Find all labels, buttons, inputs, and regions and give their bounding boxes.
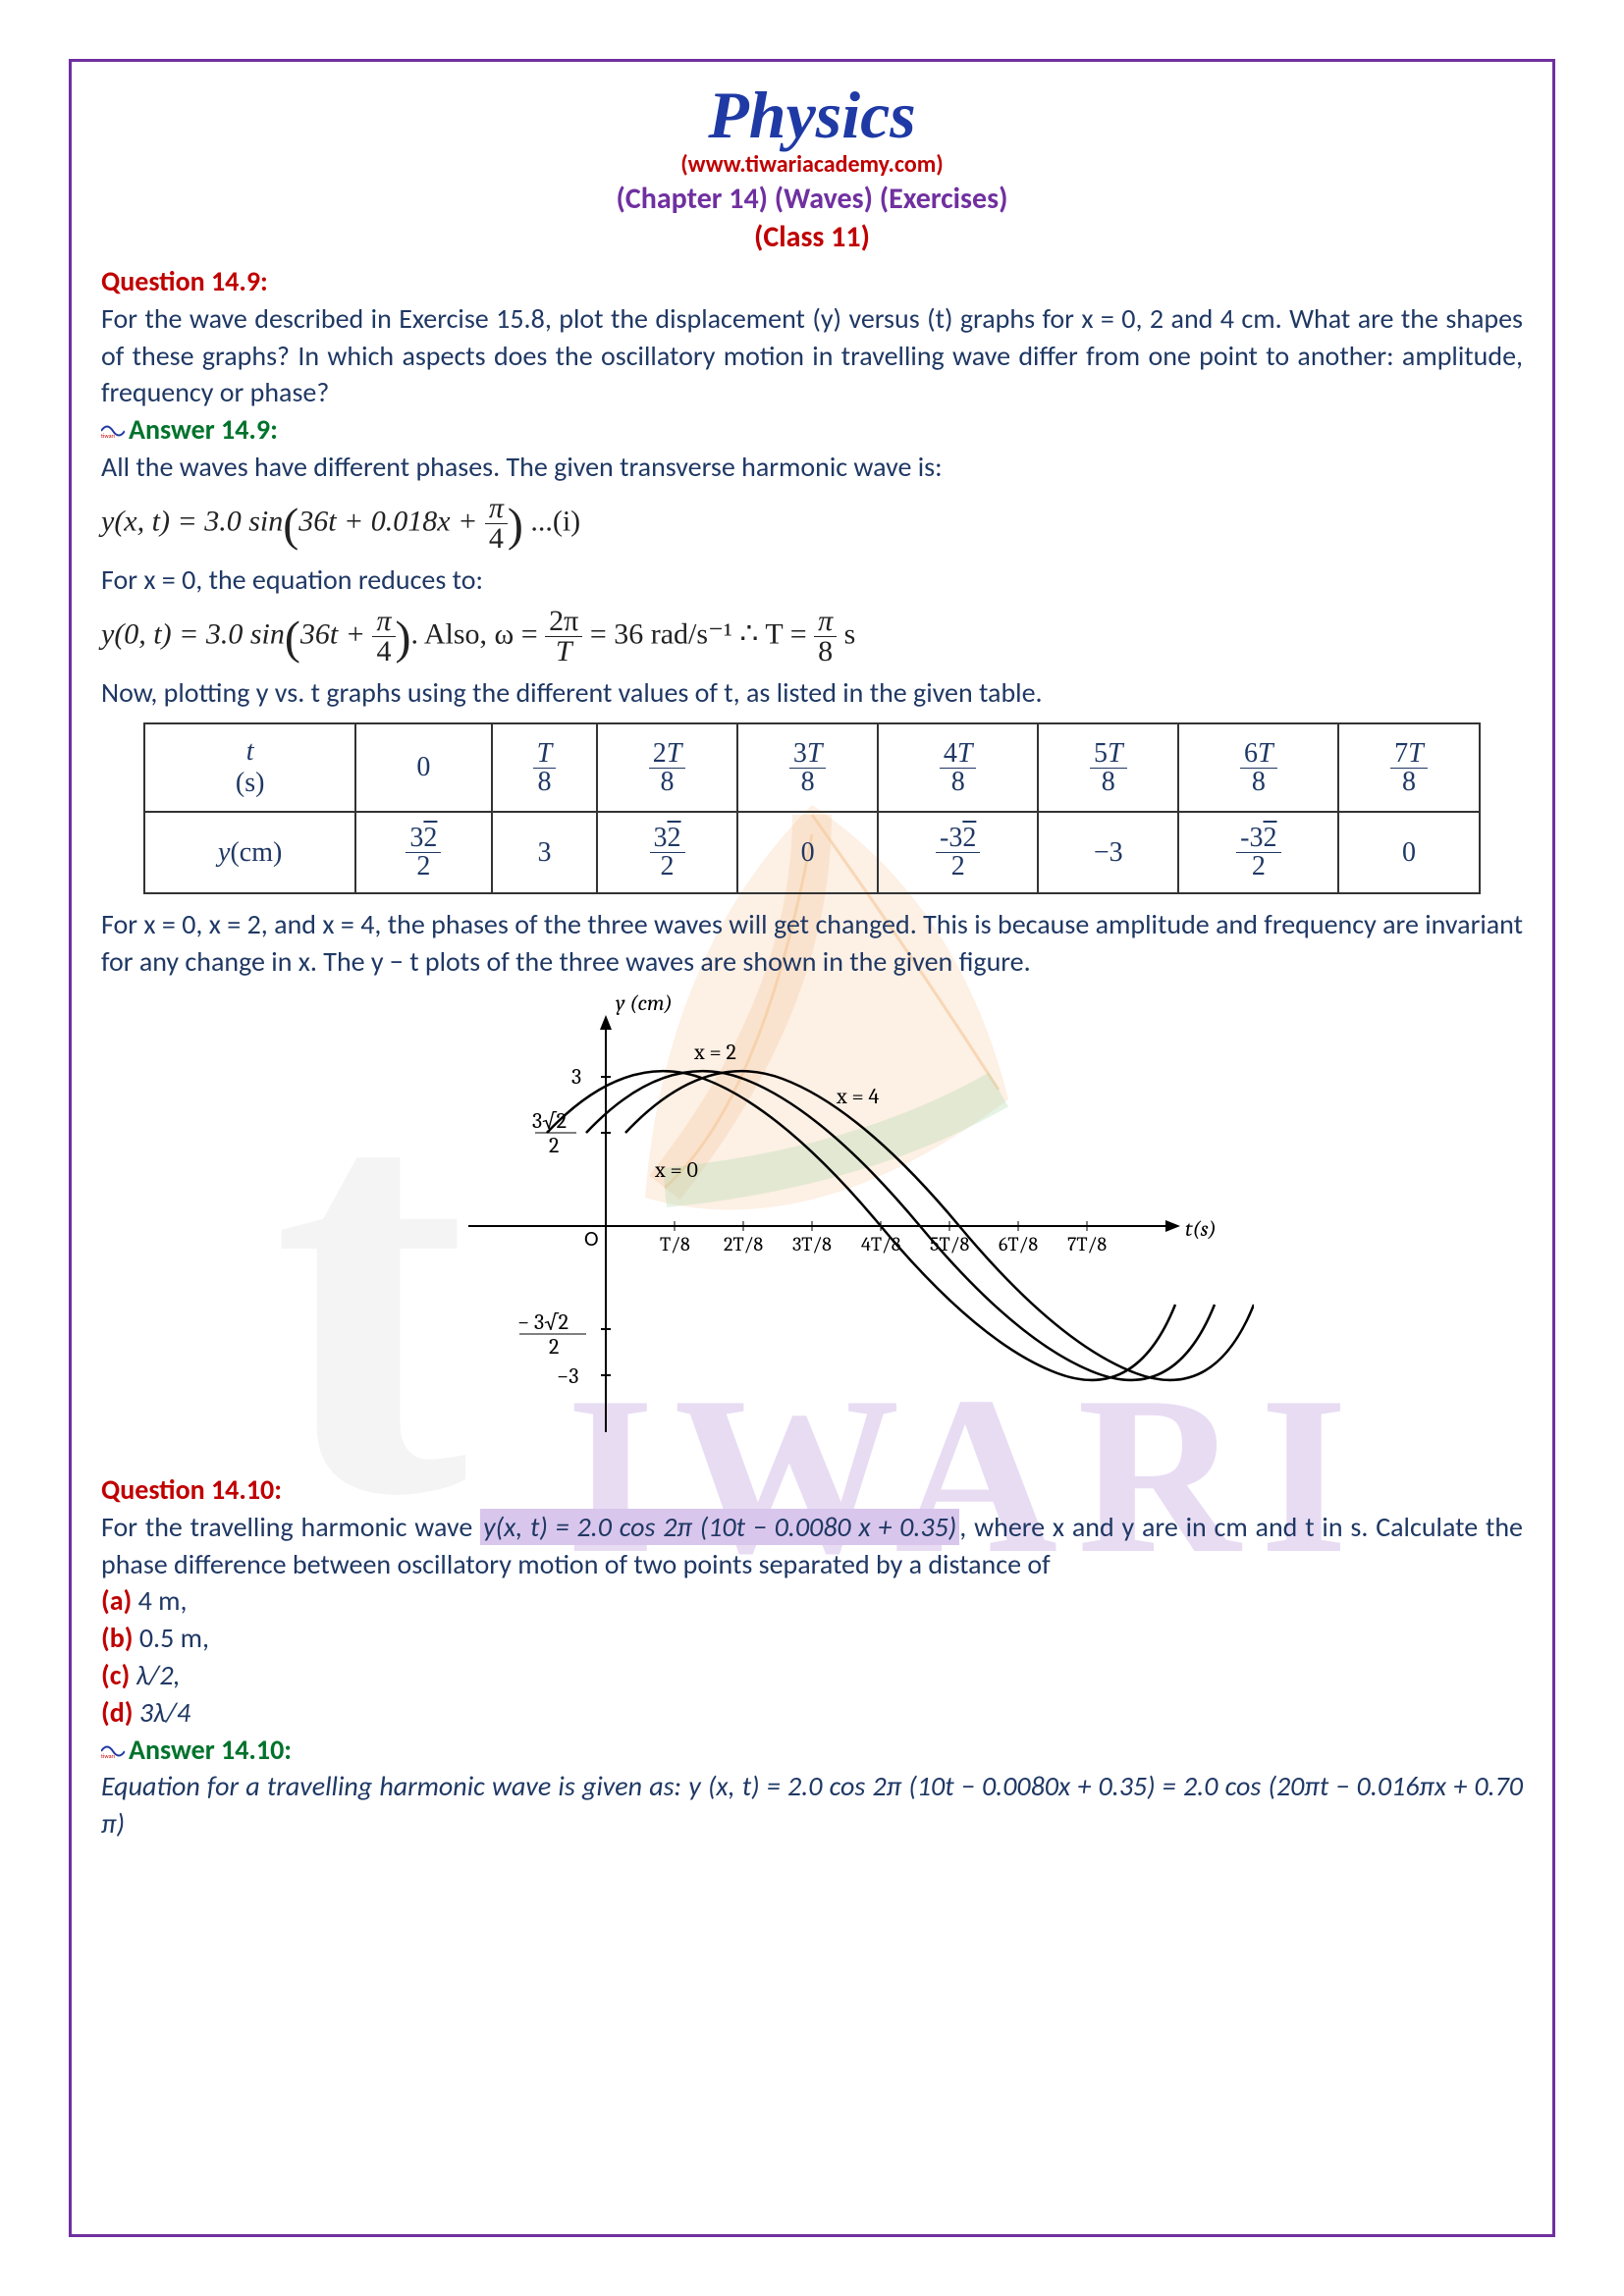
eq1-pre: y(x, t) = 3.0 sin: [101, 505, 283, 537]
eq2-inner: 36t +: [300, 617, 373, 650]
svg-text:2T/8: 2T/8: [724, 1233, 763, 1255]
q9-text: For the wave described in Exercise 15.8,…: [101, 301, 1523, 410]
eq2-on: 2π: [545, 607, 582, 637]
cell: 5T8: [1038, 723, 1178, 812]
cell: 2T8: [597, 723, 737, 812]
a9-line2: For x = 0, the equation reduces to:: [101, 562, 483, 597]
cell: 6T8: [1178, 723, 1338, 812]
eq1-inner: 36t + 0.018x +: [298, 505, 485, 537]
series-x4: x = 4: [836, 1084, 879, 1109]
opt-a-text: 4 m,: [132, 1583, 187, 1618]
eq2-td: 8: [814, 637, 837, 667]
row2-head: y(cm): [144, 812, 354, 893]
cell: 322: [355, 812, 492, 893]
q10-block: Question 14.10: For the travelling harmo…: [101, 1471, 1523, 1842]
svg-text:6T/8: 6T/8: [999, 1233, 1038, 1255]
a9-line3-wrap: Now, plotting y vs. t graphs using the d…: [101, 674, 1523, 712]
svg-text:−3: −3: [557, 1363, 578, 1389]
a10-label: Answer 14.10:: [129, 1733, 292, 1767]
site-link: (www.tiwariacademy.com): [101, 150, 1523, 179]
svg-text:7T/8: 7T/8: [1067, 1233, 1107, 1255]
cell: 3T8: [737, 723, 878, 812]
eq2-tn: π: [814, 607, 837, 637]
series-x2: x = 2: [693, 1040, 736, 1065]
cell: 322: [597, 812, 737, 893]
svg-text:− 3√2: − 3√2: [517, 1309, 568, 1335]
a9-line1: All the waves have different phases. The…: [101, 450, 943, 484]
answer-icon: tiwari: [101, 422, 125, 440]
q10-label: Question 14.10:: [101, 1472, 282, 1507]
eq-9-2: y(0, t) = 3.0 sin(36t + π4). Also, ω = 2…: [101, 607, 1523, 667]
opt-d-text: 3λ/4: [133, 1695, 190, 1730]
eq2-pre: y(0, t) = 3.0 sin: [101, 617, 285, 650]
cell: −3: [1038, 812, 1178, 893]
opt-b-text: 0.5 m,: [133, 1621, 208, 1655]
answer-icon: tiwari: [101, 1742, 125, 1760]
q9-label: Question 14.9:: [101, 264, 268, 298]
eq2-pi: π: [372, 607, 395, 637]
q10-hl: y(x, t) = 2.0 cos 2π (10t − 0.0080 x + 0…: [480, 1509, 959, 1545]
svg-text:T/8: T/8: [660, 1233, 690, 1255]
eq2-s: s: [844, 617, 856, 650]
table-row: t(s) 0 T8 2T8 3T8 4T8 5T8 6T8 7T8: [144, 723, 1479, 812]
opt-c-text: λ/2,: [130, 1658, 180, 1692]
wave-chart: y (cm) t(s) O 3 3√22 − 3√22 −3: [370, 990, 1254, 1462]
cell: 7T8: [1338, 723, 1479, 812]
eq1-num: π: [485, 494, 508, 524]
svg-text:tiwari: tiwari: [101, 432, 116, 440]
content-border: t IWARI Physics (www.tiwariacademy.com) …: [69, 59, 1555, 2237]
y-axis-label: y (cm): [616, 990, 673, 1016]
opt-d: (d): [101, 1695, 133, 1730]
class-line: (Class 11): [101, 219, 1523, 255]
q9-block: Question 14.9: For the wave described in…: [101, 263, 1523, 486]
svg-text:O: O: [584, 1225, 599, 1252]
eq1-den: 4: [485, 524, 508, 554]
eq1-suffix: ...(i): [523, 505, 580, 537]
svg-text:2: 2: [549, 1133, 559, 1158]
content: Physics (www.tiwariacademy.com) (Chapter…: [101, 81, 1523, 1842]
eq2-rad: = 36 rad/s⁻¹ ∴ T =: [590, 617, 807, 650]
opt-b: (b): [101, 1621, 133, 1655]
svg-text:2: 2: [549, 1334, 559, 1360]
chapter-line: (Chapter 14) (Waves) (Exercises): [101, 181, 1523, 217]
svg-text:3T/8: 3T/8: [792, 1233, 832, 1255]
page-title: Physics: [101, 81, 1523, 148]
q10-text1: For the travelling harmonic wave: [101, 1510, 480, 1544]
table-row: y(cm) 322 3 322 0 -322 −3 -322 0: [144, 812, 1479, 893]
a9-line2-wrap: For x = 0, the equation reduces to:: [101, 561, 1523, 599]
eq2-4: 4: [372, 637, 395, 667]
cell: T8: [492, 723, 597, 812]
a10-text: Equation for a travelling harmonic wave …: [101, 1769, 1523, 1841]
a9-line3: Now, plotting y vs. t graphs using the d…: [101, 675, 1043, 710]
eq2-od: T: [545, 637, 582, 667]
opt-c: (c): [101, 1658, 130, 1692]
series-x0: x = 0: [654, 1157, 698, 1183]
cell: 0: [737, 812, 878, 893]
row1-head: t(s): [144, 723, 354, 812]
cell: 0: [1338, 812, 1479, 893]
q9-after: For x = 0, x = 2, and x = 4, the phases …: [101, 906, 1523, 981]
eq2-also: . Also, ω =: [410, 617, 537, 650]
svg-text:tiwari: tiwari: [101, 1752, 116, 1760]
x-axis-label: t(s): [1185, 1216, 1217, 1242]
opt-a: (a): [101, 1583, 132, 1618]
eq-9-1: y(x, t) = 3.0 sin(36t + 0.018x + π4) ...…: [101, 494, 1523, 554]
data-table: t(s) 0 T8 2T8 3T8 4T8 5T8 6T8 7T8 y(cm) …: [143, 722, 1480, 894]
page: t IWARI Physics (www.tiwariacademy.com) …: [0, 0, 1624, 2296]
cell: 4T8: [878, 723, 1038, 812]
cell: 3: [492, 812, 597, 893]
a9-label: Answer 14.9:: [129, 412, 278, 447]
cell: -322: [878, 812, 1038, 893]
svg-text:3: 3: [571, 1064, 581, 1090]
cell: 0: [355, 723, 492, 812]
cell: -322: [1178, 812, 1338, 893]
